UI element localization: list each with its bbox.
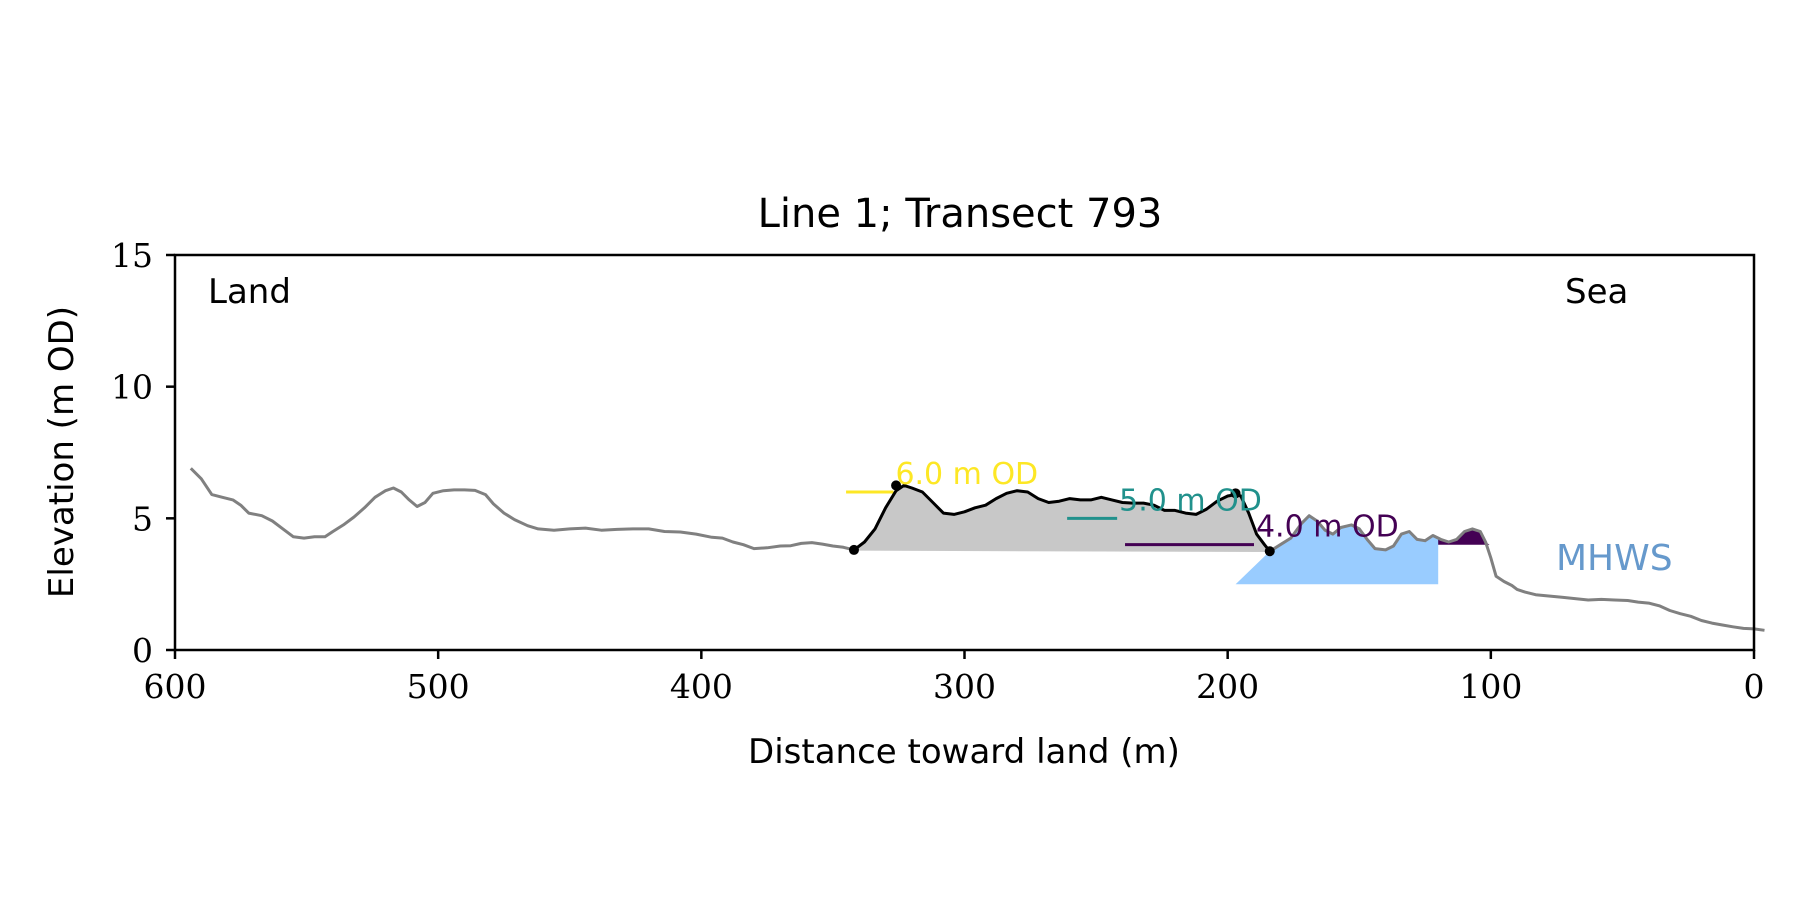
x-tick-label-400: 400 bbox=[670, 667, 733, 706]
level-label-50: 5.0 m OD bbox=[1119, 483, 1262, 518]
dune-point-1 bbox=[891, 480, 902, 491]
level-label-60: 6.0 m OD bbox=[895, 457, 1038, 492]
land-label: Land bbox=[208, 272, 291, 312]
dune-point-3 bbox=[1264, 546, 1275, 557]
mhws-label: MHWS bbox=[1556, 538, 1673, 579]
dune-point-0 bbox=[848, 544, 859, 555]
x-tick-label-200: 200 bbox=[1196, 667, 1259, 706]
x-tick-label-0: 0 bbox=[1744, 667, 1765, 706]
sea-label: Sea bbox=[1565, 272, 1628, 312]
y-tick-label-0: 0 bbox=[132, 631, 153, 670]
dune-profile-line bbox=[853, 483, 1271, 553]
od-level-labels: 6.0 m OD 5.0 m OD4.0 m OD bbox=[895, 457, 1398, 545]
mhws-water-fill bbox=[1235, 515, 1439, 585]
x-tick-label-100: 100 bbox=[1459, 667, 1522, 706]
dune-volume-fill bbox=[854, 485, 1270, 552]
x-tick-label-300: 300 bbox=[933, 667, 996, 706]
y-axis-label: Elevation (m OD) bbox=[42, 306, 82, 598]
y-tick-label-15: 15 bbox=[111, 236, 153, 275]
profile-line-seaward bbox=[1269, 514, 1765, 632]
dune-baseline bbox=[853, 549, 1270, 552]
y-tick-label-5: 5 bbox=[132, 499, 153, 538]
y-axis: 0 5 10 15 bbox=[111, 236, 175, 670]
profile-line-landward bbox=[189, 467, 855, 552]
dune-point-2 bbox=[1230, 488, 1241, 499]
x-axis-label: Distance toward land (m) bbox=[748, 732, 1180, 772]
x-tick-label-500: 500 bbox=[407, 667, 470, 706]
plot-lines bbox=[189, 467, 1765, 632]
y-tick-label-10: 10 bbox=[111, 368, 153, 407]
x-tick-label-600: 600 bbox=[144, 667, 207, 706]
chart-title: Line 1; Transect 793 bbox=[758, 191, 1163, 237]
level-label-40: 4.0 m OD bbox=[1256, 510, 1399, 545]
x-axis: 600 500 400 300 200 100 0 bbox=[144, 650, 1765, 706]
